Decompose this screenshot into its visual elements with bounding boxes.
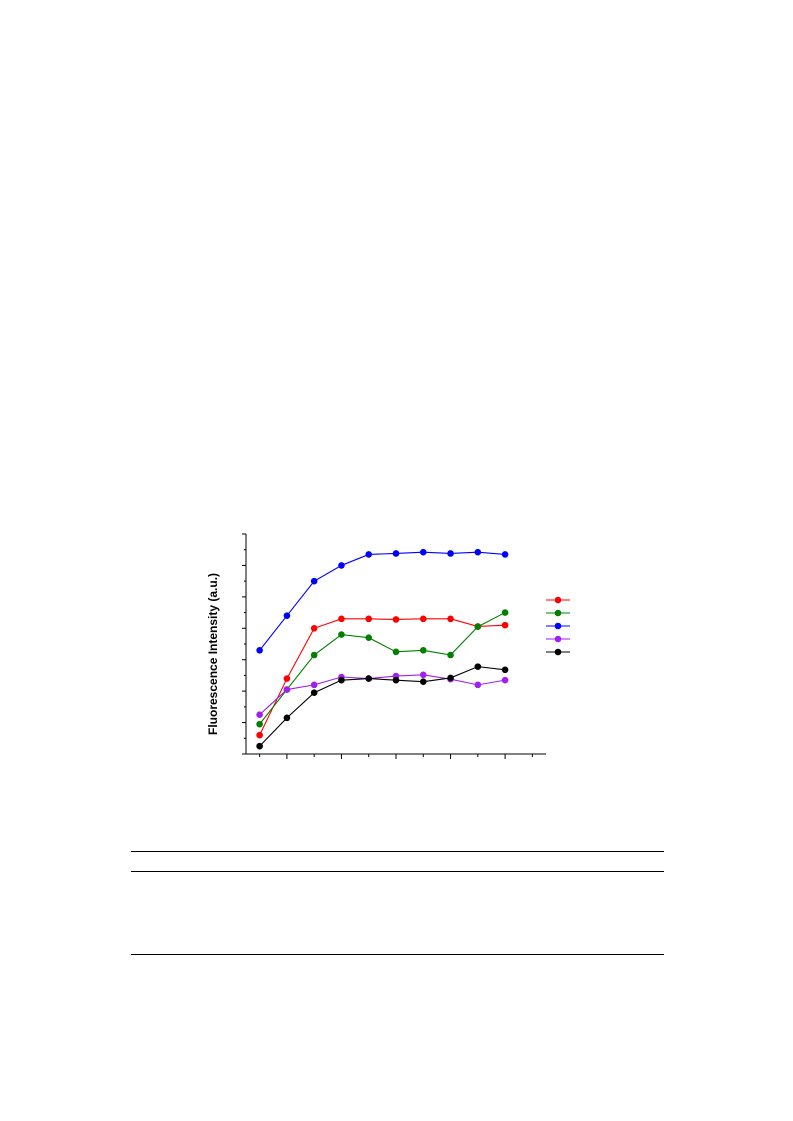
series-4-point xyxy=(501,676,509,684)
series-3-point xyxy=(365,551,373,558)
legend-swatch-marker xyxy=(554,635,562,643)
series-3-point xyxy=(474,548,482,556)
series-3-point xyxy=(392,550,400,557)
series-3-point xyxy=(310,577,318,585)
series-5-point xyxy=(283,714,291,722)
series-4-point xyxy=(474,681,482,689)
legend-swatch-marker xyxy=(554,609,562,617)
series-5-line xyxy=(259,666,506,747)
series-3-point xyxy=(338,562,345,569)
y-axis-label: Fluorescence Intensity (a.u.) xyxy=(206,572,220,735)
series-5-point xyxy=(338,676,345,684)
series-1-point xyxy=(365,615,373,623)
series-2-point xyxy=(310,651,318,659)
series-2-point xyxy=(365,634,373,642)
chart-plot xyxy=(242,533,570,759)
table-bottom-rule xyxy=(131,954,664,955)
series-5-point xyxy=(419,678,427,686)
series-4-point xyxy=(419,671,427,679)
series-1-point xyxy=(256,731,263,739)
series-2-point xyxy=(474,623,482,631)
series-2-point xyxy=(447,651,454,659)
series-1-point xyxy=(310,624,318,632)
series-3-line xyxy=(259,551,506,651)
series-1-point xyxy=(392,616,400,623)
table-header-rule xyxy=(131,871,664,872)
series-5-point xyxy=(392,676,400,684)
series-4-point xyxy=(283,686,291,693)
series-1-point xyxy=(419,615,427,623)
series-1-point xyxy=(283,675,291,682)
series-3-point xyxy=(283,612,291,620)
series-1-line xyxy=(259,618,506,736)
series-3-point xyxy=(419,548,427,556)
series-2-point xyxy=(501,609,509,616)
series-1-point xyxy=(501,621,509,629)
series-3-point xyxy=(256,646,263,654)
series-1-point xyxy=(338,615,345,623)
series-5-point xyxy=(365,675,373,682)
series-4-line xyxy=(259,674,506,716)
series-1-point xyxy=(447,615,454,623)
series-2-line xyxy=(259,612,506,725)
series-3-point xyxy=(447,550,454,557)
series-5-point xyxy=(474,663,482,670)
legend-swatch-marker xyxy=(554,622,562,630)
series-2-point xyxy=(256,720,263,728)
series-2-point xyxy=(392,648,400,656)
series-2-point xyxy=(338,631,345,638)
series-4-point xyxy=(256,711,263,719)
series-2-point xyxy=(419,646,427,654)
table-top-rule xyxy=(131,851,664,852)
series-5-point xyxy=(501,666,509,674)
series-3-point xyxy=(501,551,509,558)
series-5-point xyxy=(256,742,263,750)
legend-swatch-marker xyxy=(554,596,562,604)
line-chart: Fluorescence Intensity (a.u.) xyxy=(206,533,570,759)
series-5-point xyxy=(447,674,454,682)
legend-swatch-marker xyxy=(554,648,562,656)
series-4-point xyxy=(310,681,318,689)
series-5-point xyxy=(310,689,318,697)
